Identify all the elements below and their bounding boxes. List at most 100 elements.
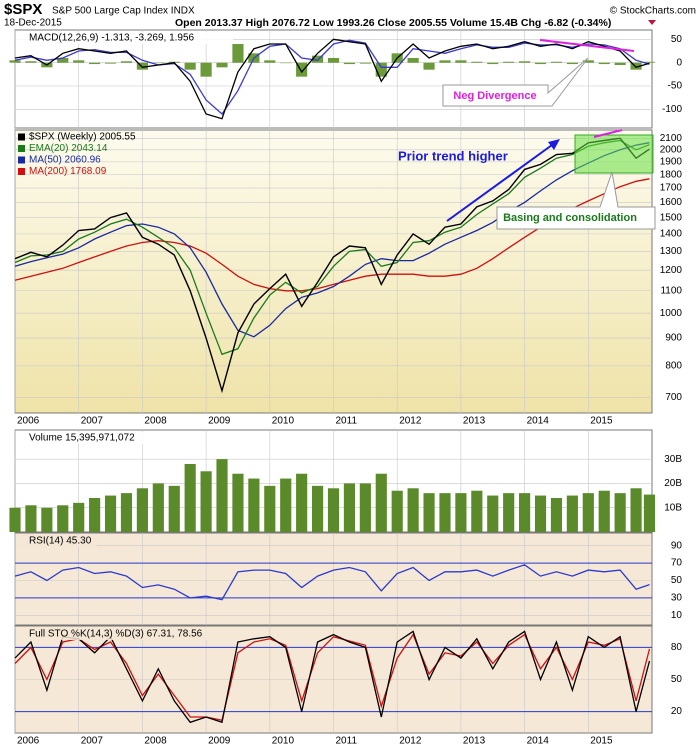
y-tick-label: 1000	[660, 308, 683, 319]
series-line	[14, 630, 651, 724]
y-tick-label: 1100	[660, 285, 682, 296]
y-tick-label: 1900	[660, 157, 683, 168]
bar	[104, 495, 117, 532]
bar	[232, 44, 244, 63]
y-tick-label: 10	[671, 610, 683, 621]
bar	[168, 485, 180, 532]
bar	[327, 58, 340, 63]
bar	[487, 62, 499, 65]
y-tick-label: -100	[662, 104, 682, 115]
x-tick-label: 2010	[272, 416, 295, 427]
bar	[296, 473, 308, 532]
y-tick-label: 10B	[664, 502, 682, 513]
bar	[216, 459, 228, 532]
bar	[312, 55, 324, 63]
y-tick-label: 900	[665, 333, 682, 344]
bar	[375, 473, 387, 532]
divergence-callout	[442, 57, 589, 107]
bar	[519, 61, 531, 63]
bar	[359, 62, 371, 64]
y-tick-label: 90	[671, 540, 683, 551]
bar	[312, 485, 324, 532]
consolidation-box	[574, 134, 654, 174]
bar	[343, 62, 355, 65]
bar	[407, 488, 419, 532]
bar	[343, 483, 355, 532]
legend-swatch	[18, 168, 25, 175]
bar	[455, 60, 467, 63]
bar	[89, 498, 101, 532]
bar	[534, 62, 547, 65]
bar	[630, 488, 642, 532]
x-tick-label: 2008	[144, 416, 167, 427]
panel-title: Full STO %K(14,3) %D(3) 67.31, 78.56	[29, 629, 203, 640]
y-tick-label: 50	[671, 34, 683, 45]
y-tick-label: 1200	[660, 265, 683, 276]
x-tick-label: 2012	[399, 416, 422, 427]
y-tick-label: 2100	[660, 133, 683, 144]
y-tick-label: 0	[676, 57, 682, 68]
series-line	[14, 38, 650, 120]
bar	[264, 485, 276, 532]
macd-divergence-line	[539, 39, 635, 52]
y-tick-label: 20B	[664, 478, 682, 489]
panel-title: MACD(12,26,9) -1.313, -3.269, 1.956	[29, 33, 195, 44]
bar	[487, 495, 499, 532]
bar	[73, 502, 85, 532]
y-tick-label: 1300	[660, 246, 683, 257]
bar	[184, 62, 196, 70]
panel-title: RSI(14) 45.30	[29, 536, 92, 547]
x-tick-label: 2011	[336, 416, 358, 427]
bar	[455, 493, 467, 532]
legend-swatch	[18, 145, 25, 152]
bar	[582, 60, 594, 63]
bar	[57, 58, 69, 63]
bar	[375, 62, 387, 77]
bar	[248, 478, 260, 532]
y-tick-label: 1500	[660, 212, 683, 223]
bar	[152, 483, 164, 532]
trend-arrow	[446, 144, 553, 222]
y-tick-label: 1800	[660, 169, 683, 180]
annotations: Prior trend higher Neg Divergence Basing…	[398, 39, 656, 230]
x-tick-label: 2014	[527, 416, 550, 427]
bar	[598, 490, 610, 532]
bar	[264, 60, 276, 63]
divergence-note: Neg Divergence	[453, 90, 536, 102]
bar	[136, 488, 148, 532]
title-backdrop	[16, 432, 147, 444]
bar	[200, 62, 212, 77]
legend-label: MA(200) 1768.09	[29, 166, 107, 177]
bar	[152, 62, 164, 64]
change-arrow	[648, 20, 656, 25]
bar	[9, 60, 21, 63]
bar	[407, 58, 419, 63]
bar	[503, 493, 515, 532]
series-line	[14, 142, 650, 338]
bar	[423, 493, 435, 532]
y-tick-label: 1700	[660, 183, 683, 194]
y-tick-label: 1400	[660, 229, 683, 240]
bar	[89, 62, 101, 65]
x-tick-label: 2015	[590, 416, 613, 427]
bar	[296, 62, 308, 77]
y-tick-label: 800	[665, 360, 682, 371]
legend-swatch	[18, 133, 25, 141]
bar	[57, 505, 69, 532]
bar	[534, 495, 547, 532]
series-line	[14, 137, 650, 394]
bar	[550, 61, 563, 63]
trend-arrowhead	[548, 139, 560, 150]
bar	[550, 498, 563, 532]
bar	[423, 62, 435, 70]
symbol: $SPX	[4, 1, 42, 18]
x-tick-label: 2007	[81, 736, 104, 747]
x-tick-label: 2009	[208, 736, 231, 747]
panel-title: Volume 15,395,971,072	[29, 433, 135, 444]
trend-note: Prior trend higher	[398, 148, 508, 163]
title-backdrop	[16, 32, 233, 44]
bar	[519, 493, 531, 532]
bar	[9, 507, 21, 532]
bar	[120, 493, 133, 532]
date: 18-Dec-2015	[4, 18, 62, 29]
